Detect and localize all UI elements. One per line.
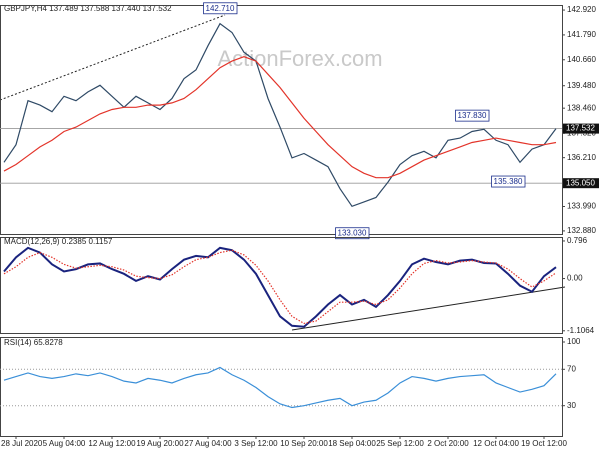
chart-title: GBPJPY,H4 137.489 137.588 137.440 137.53… (4, 4, 172, 13)
y-tick-label: 100 (567, 337, 581, 346)
annotation-label: 142.710 (206, 4, 235, 13)
annotation-label: 133.030 (338, 229, 367, 238)
y-tick-label: 30 (567, 401, 576, 410)
series-line (3, 22, 557, 208)
price-label: 137.532 (566, 124, 595, 133)
x-tick-label: 28 Jul 2020 (1, 439, 43, 448)
x-tick-label: 12 Oct 04:00 (473, 439, 519, 448)
y-tick-label: 139.480 (567, 81, 596, 90)
annotation-box (203, 2, 238, 15)
series-line (3, 56, 557, 179)
x-tick-label: 19 Oct 12:00 (521, 439, 567, 448)
panel-frame (0, 337, 563, 437)
y-tick-label: 136.210 (567, 153, 596, 162)
annotation-box (455, 109, 490, 122)
trend-line (291, 286, 566, 331)
x-tick-label: 10 Sep 20:00 (280, 439, 328, 448)
panel-frame (0, 237, 563, 334)
y-tick-label: 70 (567, 364, 576, 373)
rsi-title: RSI(14) 65.8278 (4, 338, 63, 347)
trend-line (0, 14, 226, 101)
x-tick-label: 27 Aug 04:00 (184, 439, 232, 448)
annotation-label: 135.380 (494, 177, 523, 186)
price-label: 135.050 (566, 178, 595, 187)
x-tick-label: 12 Aug 12:00 (88, 439, 136, 448)
y-tick-label: 0.00 (567, 274, 583, 283)
annotation-box (335, 227, 370, 240)
series-line (3, 249, 557, 325)
x-tick-label: 3 Sep 12:00 (234, 439, 278, 448)
y-tick-label: 132.880 (567, 226, 596, 235)
y-tick-label: 138.460 (567, 103, 596, 112)
annotation-label: 137.830 (458, 111, 487, 120)
y-tick-label: 0.796 (567, 236, 588, 245)
y-tick-label: 141.790 (567, 30, 596, 39)
x-tick-label: 25 Sep 12:00 (376, 439, 424, 448)
panel-frame (0, 5, 563, 235)
price-label-box (563, 123, 599, 134)
price-label-box (563, 178, 599, 189)
series-line (3, 246, 557, 328)
x-tick-label: 2 Oct 20:00 (427, 439, 469, 448)
x-tick-label: 18 Sep 04:00 (328, 439, 376, 448)
x-tick-label: 5 Aug 04:00 (43, 439, 86, 448)
macd-title: MACD(12,26,9) 0.2385 0.1157 (4, 237, 113, 246)
x-tick-label: 19 Aug 20:00 (136, 439, 184, 448)
y-tick-label: 140.660 (567, 55, 596, 64)
y-tick-label: 142.920 (567, 5, 596, 14)
series-line (3, 366, 557, 409)
y-tick-label: 133.990 (567, 202, 596, 211)
y-tick-label: -1.1064 (567, 326, 595, 335)
annotation-box (491, 175, 526, 188)
watermark: ActionForex.com (217, 46, 382, 71)
